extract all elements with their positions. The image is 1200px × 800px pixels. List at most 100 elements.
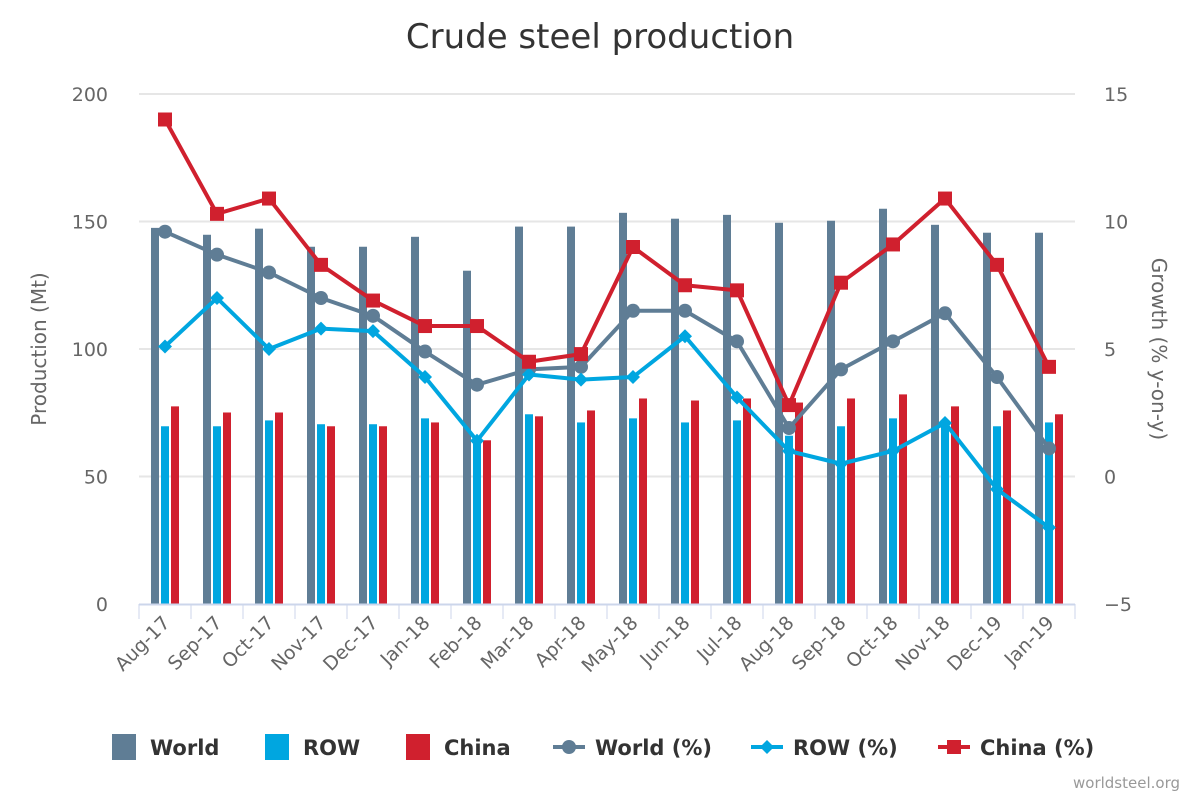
bar-world bbox=[255, 228, 263, 604]
data-point bbox=[678, 278, 692, 293]
line-china bbox=[158, 112, 1056, 413]
y2-tick-label: 5 bbox=[1104, 339, 1116, 361]
data-point bbox=[522, 367, 536, 382]
bar-row bbox=[889, 418, 897, 604]
bar-world bbox=[879, 208, 887, 604]
legend-item-row[interactable]: ROW bbox=[265, 734, 360, 760]
bar-china bbox=[743, 398, 751, 604]
data-point bbox=[1042, 359, 1056, 374]
data-point bbox=[574, 359, 588, 374]
bar-row bbox=[577, 422, 585, 604]
data-point bbox=[574, 372, 588, 387]
y-axis-right-ticks: −5 0 5 10 15 bbox=[1104, 84, 1132, 616]
bar-china bbox=[275, 412, 283, 604]
data-point bbox=[366, 293, 380, 308]
legend-marker-icon bbox=[947, 740, 961, 754]
bar-series bbox=[151, 208, 1063, 605]
data-point bbox=[262, 265, 276, 280]
data-point bbox=[158, 339, 172, 354]
data-point bbox=[782, 444, 796, 458]
data-point bbox=[470, 433, 484, 448]
legend-item-world[interactable]: World bbox=[112, 734, 219, 760]
bar-china bbox=[327, 426, 335, 604]
data-point bbox=[210, 291, 224, 305]
y-tick-label: 150 bbox=[72, 212, 108, 234]
data-point bbox=[262, 191, 276, 206]
legend-label: World bbox=[150, 736, 219, 760]
bar-world bbox=[151, 227, 159, 604]
bar-china bbox=[899, 394, 907, 604]
bar-world bbox=[463, 270, 471, 604]
bar-row bbox=[629, 418, 637, 604]
credit-watermark[interactable]: worldsteel.org bbox=[1073, 774, 1180, 792]
data-point bbox=[938, 415, 952, 430]
x-tick-label: Nov-18 bbox=[891, 612, 954, 675]
y-axis-left-ticks: 0 50 100 150 200 bbox=[72, 84, 108, 616]
legend-item-row[interactable]: ROW (%) bbox=[751, 736, 898, 760]
data-point bbox=[834, 456, 848, 471]
y-tick-label: 200 bbox=[72, 84, 108, 106]
bar-world bbox=[411, 236, 419, 605]
bar-row bbox=[785, 435, 793, 604]
data-point bbox=[418, 319, 432, 334]
data-point bbox=[1042, 441, 1056, 456]
x-tick-label: Aug-17 bbox=[111, 612, 175, 676]
x-tick-label: Dec-19 bbox=[943, 612, 1007, 676]
bar-row bbox=[161, 426, 169, 604]
bar-world bbox=[1035, 232, 1043, 604]
bar-row bbox=[421, 418, 429, 604]
bar-row bbox=[1045, 422, 1053, 604]
legend-label: ROW bbox=[303, 736, 360, 760]
x-tick-label: Jan-18 bbox=[376, 612, 435, 671]
data-point bbox=[626, 240, 640, 254]
data-point bbox=[418, 370, 432, 385]
gridlines bbox=[139, 93, 1075, 478]
bar-row bbox=[317, 424, 325, 604]
data-point bbox=[678, 303, 692, 318]
bar-row bbox=[837, 426, 845, 604]
bar-row bbox=[213, 426, 221, 604]
data-point bbox=[990, 257, 1004, 272]
bar-row bbox=[525, 414, 533, 604]
data-point bbox=[418, 344, 432, 359]
x-axis: Aug-17Sep-17Oct-17Nov-17Dec-17Jan-18Feb-… bbox=[111, 603, 1076, 677]
x-tick-label: Sep-18 bbox=[788, 612, 851, 675]
y-tick-label: 0 bbox=[96, 594, 108, 616]
data-point bbox=[834, 275, 848, 290]
legend-swatch-icon bbox=[265, 734, 289, 760]
x-tick-label: Nov-17 bbox=[267, 612, 330, 675]
bar-world bbox=[827, 220, 835, 605]
bar-world bbox=[983, 232, 991, 604]
bar-world bbox=[671, 218, 679, 604]
series-line bbox=[163, 296, 1051, 530]
bar-china bbox=[951, 406, 959, 604]
data-point bbox=[522, 354, 536, 369]
data-point bbox=[262, 342, 276, 356]
legend-item-china[interactable]: China bbox=[406, 734, 511, 760]
legend-item-world[interactable]: World (%) bbox=[553, 736, 712, 760]
data-point bbox=[470, 319, 484, 334]
bar-row bbox=[473, 440, 481, 604]
data-point bbox=[366, 324, 380, 339]
data-point bbox=[626, 303, 640, 318]
data-point bbox=[314, 291, 328, 305]
bar-china bbox=[795, 402, 803, 604]
data-point bbox=[730, 334, 744, 349]
chart-title: Crude steel production bbox=[406, 17, 794, 57]
bar-world bbox=[723, 214, 731, 604]
legend-label: ROW (%) bbox=[793, 736, 898, 760]
y2-tick-label: −5 bbox=[1104, 594, 1132, 616]
legend-swatch-icon bbox=[406, 734, 430, 760]
legend-label: World (%) bbox=[595, 736, 712, 760]
series-line bbox=[163, 118, 1051, 408]
y-axis-right-title: Growth (% y-on-y) bbox=[1147, 258, 1171, 440]
bar-china bbox=[1003, 410, 1011, 604]
x-tick-label: Sep-17 bbox=[164, 612, 227, 675]
bar-china bbox=[379, 426, 387, 604]
x-tick-label: Aug-18 bbox=[735, 612, 799, 676]
bar-china bbox=[847, 398, 855, 604]
line-series bbox=[158, 112, 1056, 535]
data-point bbox=[782, 398, 796, 413]
x-tick-label: May-18 bbox=[577, 612, 642, 677]
legend-item-china[interactable]: China (%) bbox=[938, 736, 1094, 760]
